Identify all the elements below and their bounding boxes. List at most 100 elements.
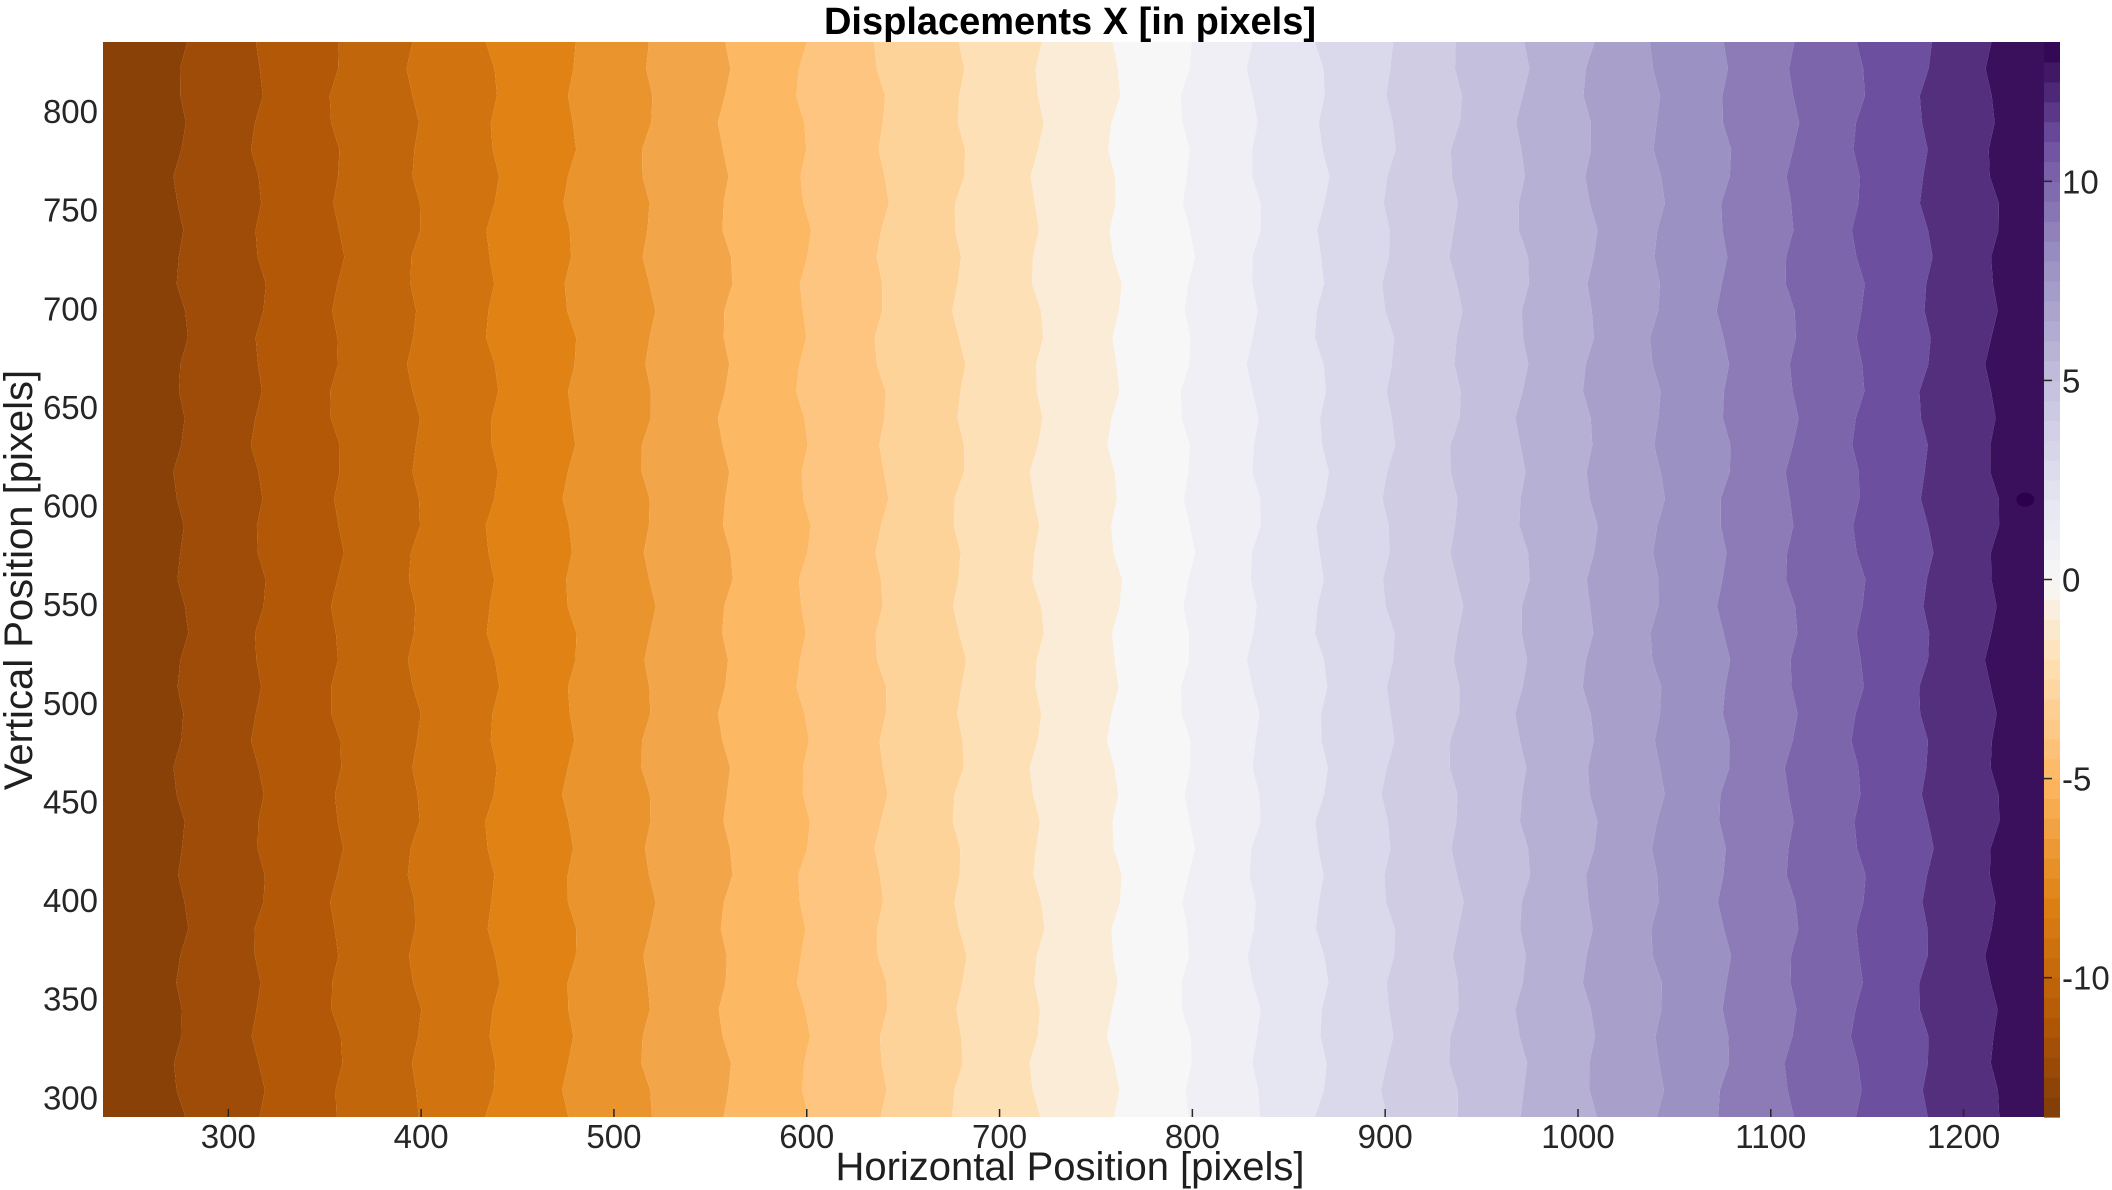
colorbar-segment xyxy=(2044,738,2060,760)
colorbar-segment xyxy=(2044,201,2060,222)
colorbar-segment xyxy=(2044,241,2060,262)
colorbar-segment xyxy=(2044,479,2060,501)
colorbar-segment xyxy=(2044,539,2060,561)
colorbar-segment xyxy=(2044,42,2060,63)
contour-band xyxy=(1784,42,1866,1117)
colorbar-segment xyxy=(2044,81,2060,103)
x-tick-label: 500 xyxy=(586,1118,641,1155)
contour-band xyxy=(717,42,812,1117)
colorbar-segment xyxy=(2044,440,2060,461)
contour-band xyxy=(952,42,1045,1117)
colorbar-segment xyxy=(2044,61,2060,83)
contour-band xyxy=(1314,42,1396,1117)
contour-band xyxy=(1380,42,1464,1117)
chart-title: Displacements X [in pixels] xyxy=(824,1,1316,43)
colorbar-segment xyxy=(2044,957,2060,979)
contour-band xyxy=(329,42,422,1117)
x-tick-label: 700 xyxy=(972,1118,1027,1155)
contour-band xyxy=(103,42,189,1117)
colorbar-segment xyxy=(2044,639,2060,660)
contour-band xyxy=(1850,42,1934,1117)
x-tick-label: 1000 xyxy=(1541,1118,1614,1155)
colorbar-segment xyxy=(2044,121,2060,143)
colorbar-segment xyxy=(2044,579,2060,601)
contour-band xyxy=(1515,42,1598,1117)
contour-band xyxy=(641,42,733,1117)
colorbar-segment xyxy=(2044,1017,2060,1038)
colorbar-tick-label: -5 xyxy=(2062,761,2091,798)
y-tick-label: 450 xyxy=(43,783,98,820)
colorbar-segment xyxy=(2044,599,2060,620)
colorbar-segment xyxy=(2044,320,2060,342)
y-tick-label: 750 xyxy=(43,192,98,229)
contour-band xyxy=(250,42,345,1117)
contour-spot xyxy=(2016,492,2035,507)
colorbar-segment xyxy=(2044,360,2060,382)
contour-band xyxy=(1919,42,2000,1117)
y-tick-label: 600 xyxy=(43,488,98,525)
colorbar-segment xyxy=(2044,420,2060,441)
colorbar-segment xyxy=(2044,818,2060,839)
contour-band xyxy=(1180,42,1261,1117)
colorbar-segment xyxy=(2044,400,2060,421)
contour-band xyxy=(1582,42,1665,1117)
colorbar-segment xyxy=(2044,937,2060,959)
y-tick-label: 800 xyxy=(43,93,98,130)
x-axis-label: Horizontal Position [pixels] xyxy=(835,1145,1304,1189)
colorbar-segment xyxy=(2044,340,2060,362)
colorbar-segment xyxy=(2044,161,2060,182)
colorbar xyxy=(2044,42,2060,1118)
colorbar-segment xyxy=(2044,758,2060,780)
colorbar-segment xyxy=(2044,718,2060,740)
contour-band xyxy=(1246,42,1330,1117)
colorbar-segment xyxy=(2044,838,2060,859)
colorbar-segment xyxy=(2044,1077,2060,1098)
colorbar-tick-label: 5 xyxy=(2062,362,2080,399)
x-tick-label: 1100 xyxy=(1735,1118,1806,1155)
y-axis-ticks: 300 350 400 450 500 550 600 650 700 750 800 xyxy=(43,93,98,1116)
contour-band xyxy=(562,42,656,1117)
contour-band xyxy=(173,42,266,1117)
colorbar-segment xyxy=(2044,559,2060,581)
colorbar-segment xyxy=(2044,519,2060,541)
contour-band xyxy=(1649,42,1732,1117)
colorbar-segment xyxy=(2044,659,2060,680)
colorbar-segment xyxy=(2044,300,2060,322)
contour-band xyxy=(1716,42,1800,1117)
colorbar-segment xyxy=(2044,698,2060,720)
x-tick-label: 800 xyxy=(1165,1118,1220,1155)
colorbar-segment xyxy=(2044,977,2060,999)
colorbar-segment xyxy=(2044,141,2060,163)
contour-band xyxy=(406,42,500,1117)
y-tick-label: 550 xyxy=(43,586,98,623)
colorbar-segment xyxy=(2044,181,2060,202)
colorbar-segment xyxy=(2044,619,2060,640)
colorbar-ticks: -10 -5 0 5 10 xyxy=(2044,163,2110,997)
colorbar-segment xyxy=(2044,798,2060,819)
colorbar-segment xyxy=(2044,1097,2060,1118)
contour-band xyxy=(1984,42,2060,1117)
y-tick-label: 350 xyxy=(43,981,98,1018)
colorbar-segment xyxy=(2044,101,2060,123)
colorbar-segment xyxy=(2044,679,2060,700)
contour-band xyxy=(874,42,967,1117)
contour-plot-area xyxy=(103,42,2060,1117)
colorbar-segment xyxy=(2044,280,2060,302)
colorbar-segment xyxy=(2044,858,2060,879)
x-tick-label: 1200 xyxy=(1927,1118,2000,1155)
colorbar-segment xyxy=(2044,778,2060,800)
colorbar-segment xyxy=(2044,260,2060,282)
colorbar-segment xyxy=(2044,997,2060,1019)
y-tick-label: 400 xyxy=(43,882,98,919)
colorbar-tick-label: -10 xyxy=(2062,960,2110,997)
x-tick-label: 400 xyxy=(394,1118,449,1155)
x-axis-ticks: 300 400 500 600 700 800 900 1000 1100 1200 xyxy=(201,1109,2000,1155)
colorbar-segment xyxy=(2044,221,2060,242)
colorbar-segment xyxy=(2044,1057,2060,1078)
colorbar-segment xyxy=(2044,1037,2060,1058)
contour-band xyxy=(1449,42,1531,1117)
contour-band xyxy=(1029,42,1122,1117)
x-tick-label: 600 xyxy=(779,1118,834,1155)
y-tick-label: 500 xyxy=(43,685,98,722)
